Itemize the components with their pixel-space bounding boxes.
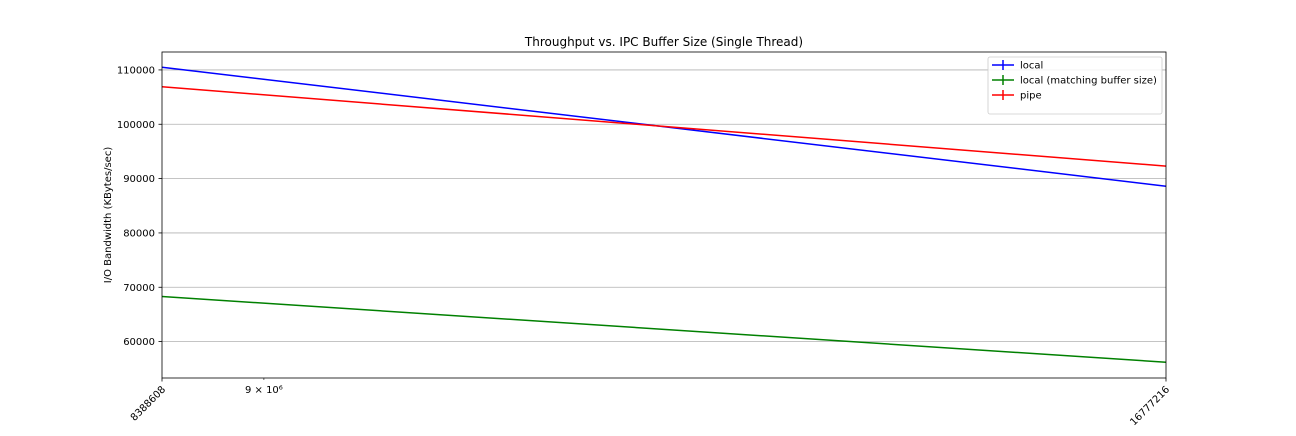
y-tick-label: 70000	[123, 283, 155, 294]
chart-title: Throughput vs. IPC Buffer Size (Single T…	[524, 35, 803, 49]
legend: local local (matching buffer size) pipe	[987, 56, 1163, 115]
x-tick-label: 8388608	[129, 384, 168, 423]
y-axis-label: I/O Bandwidth (KBytes/sec)	[103, 147, 114, 284]
y-tick-label: 110000	[117, 65, 155, 76]
x-tick-label: 16777216	[1128, 384, 1172, 428]
legend-label: local	[1020, 61, 1043, 72]
legend-label: local (matching buffer size)	[1020, 76, 1157, 87]
y-tick-label: 100000	[117, 120, 155, 131]
y-tick-label: 80000	[123, 228, 155, 239]
series-line-1	[161, 295, 1167, 363]
series-lines	[161, 66, 1167, 363]
plot-frame	[161, 51, 1167, 379]
series-line-2	[161, 86, 1167, 167]
legend-label: pipe	[1020, 91, 1042, 102]
legend-box	[987, 56, 1163, 115]
x-minor-tick-label: 9 × 10⁶	[245, 385, 283, 396]
gridlines	[162, 69, 1166, 342]
y-tick-label: 90000	[123, 174, 155, 185]
y-tick-label: 60000	[123, 337, 155, 348]
